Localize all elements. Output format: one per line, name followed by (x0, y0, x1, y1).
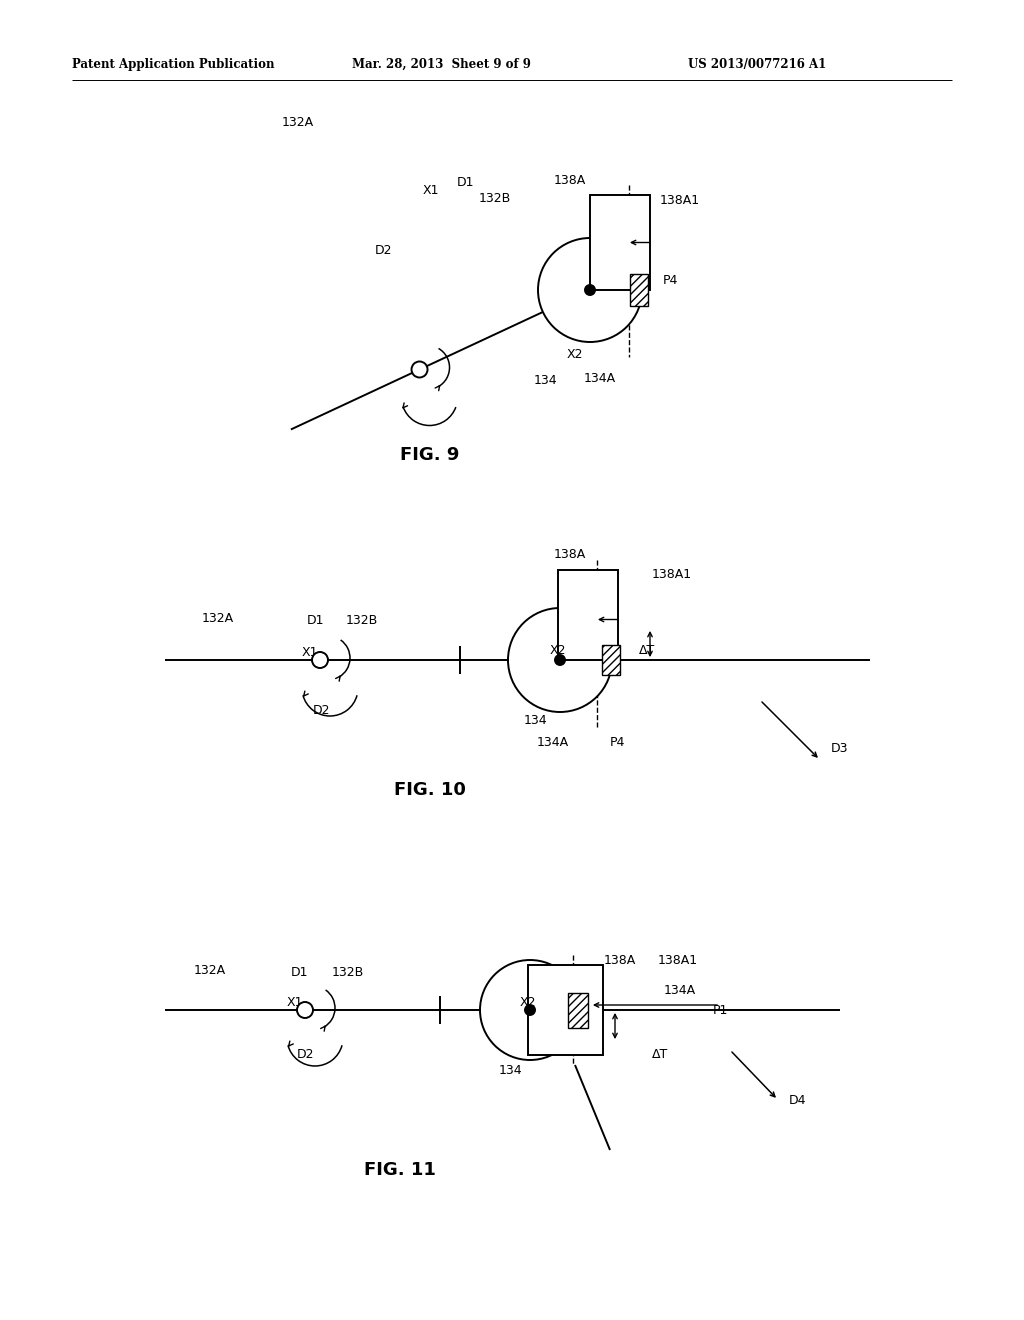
Text: P1: P1 (713, 1003, 728, 1016)
Text: X1: X1 (302, 645, 318, 659)
Text: ΔT: ΔT (652, 1048, 668, 1061)
Bar (590, 195, 650, 290)
Text: Mar. 28, 2013  Sheet 9 of 9: Mar. 28, 2013 Sheet 9 of 9 (352, 58, 530, 71)
Bar (558, 570, 618, 660)
Circle shape (585, 285, 595, 294)
Text: X2: X2 (566, 348, 584, 362)
Text: ΔT: ΔT (639, 644, 655, 656)
Text: 132A: 132A (202, 611, 234, 624)
Text: 138A1: 138A1 (658, 953, 698, 966)
Text: 134A: 134A (584, 371, 616, 384)
Text: P4: P4 (609, 735, 625, 748)
Text: D1: D1 (457, 177, 474, 190)
Bar (630, 275, 648, 306)
Text: D1: D1 (291, 965, 309, 978)
Text: 138A: 138A (604, 953, 636, 966)
Circle shape (297, 1002, 313, 1018)
Text: D1: D1 (306, 614, 324, 627)
Text: 132B: 132B (332, 965, 365, 978)
Text: 132A: 132A (194, 964, 226, 977)
Text: D4: D4 (790, 1093, 807, 1106)
Text: FIG. 10: FIG. 10 (394, 781, 466, 799)
Text: 134: 134 (534, 374, 557, 387)
Text: 132B: 132B (479, 191, 511, 205)
Text: 138A: 138A (554, 549, 586, 561)
Text: 134: 134 (499, 1064, 522, 1077)
Circle shape (480, 960, 580, 1060)
Text: FIG. 9: FIG. 9 (400, 446, 460, 465)
Text: D2: D2 (374, 243, 392, 256)
Circle shape (525, 1005, 535, 1015)
Circle shape (555, 655, 565, 665)
Text: X2: X2 (520, 995, 537, 1008)
Text: 134A: 134A (537, 735, 569, 748)
Circle shape (312, 652, 328, 668)
Text: 134: 134 (523, 714, 547, 726)
Text: 138A: 138A (554, 173, 586, 186)
Circle shape (508, 609, 612, 711)
Text: Patent Application Publication: Patent Application Publication (72, 58, 274, 71)
Text: US 2013/0077216 A1: US 2013/0077216 A1 (688, 58, 826, 71)
Text: P4: P4 (663, 273, 678, 286)
Text: 134A: 134A (664, 983, 696, 997)
Text: FIG. 11: FIG. 11 (365, 1162, 436, 1179)
Text: 138A1: 138A1 (652, 569, 692, 582)
Text: 138A1: 138A1 (659, 194, 700, 206)
Text: X2: X2 (550, 644, 566, 656)
Text: D2: D2 (313, 704, 331, 717)
Text: 132A: 132A (282, 116, 314, 128)
Bar (568, 993, 588, 1028)
Text: 132B: 132B (346, 614, 378, 627)
Text: D3: D3 (831, 742, 849, 755)
Circle shape (412, 362, 428, 378)
Text: X1: X1 (423, 183, 439, 197)
Circle shape (538, 238, 642, 342)
Bar (602, 645, 620, 675)
Bar (528, 965, 603, 1055)
Text: X1: X1 (287, 995, 303, 1008)
Text: D2: D2 (297, 1048, 314, 1061)
